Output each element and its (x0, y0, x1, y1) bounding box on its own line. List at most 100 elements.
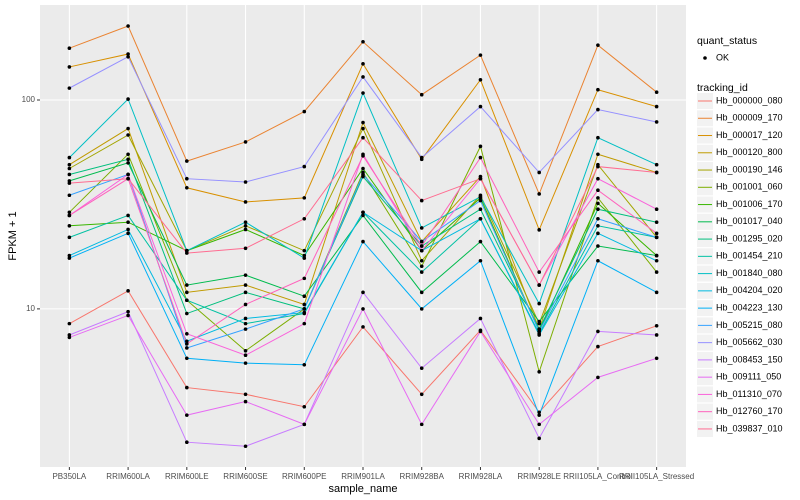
data-point (654, 170, 659, 175)
data-point (654, 333, 659, 337)
data-point (67, 253, 72, 258)
data-point (126, 172, 130, 177)
data-point (654, 104, 659, 109)
data-point (596, 188, 600, 193)
data-point (67, 155, 72, 160)
legend-label: Hb_004204_020 (716, 285, 783, 295)
data-point (185, 159, 189, 163)
data-point (302, 310, 307, 315)
data-point (654, 162, 659, 167)
data-point (537, 422, 541, 427)
x-tick-label: RRII105LA_Stressed (619, 472, 694, 481)
data-point (243, 180, 248, 184)
data-point (67, 181, 72, 185)
data-point (185, 342, 189, 346)
data-point (302, 248, 307, 253)
data-point (654, 258, 659, 263)
legend-title: tracking_id (697, 82, 748, 94)
data-point (361, 172, 365, 177)
data-point (478, 316, 483, 321)
data-point (478, 176, 483, 181)
data-point (596, 107, 600, 112)
data-point (302, 422, 307, 427)
data-point (185, 283, 189, 287)
data-point (126, 97, 130, 101)
data-point (537, 319, 541, 324)
data-point (126, 309, 130, 314)
data-point (302, 196, 307, 200)
legend-title: quant_status (697, 35, 757, 47)
legend-label: Hb_005215_080 (716, 320, 783, 330)
data-point (654, 253, 659, 258)
data-point (361, 39, 365, 44)
y-tick-label: 10 (26, 304, 35, 313)
data-point (126, 126, 130, 131)
data-point (419, 248, 424, 253)
legend-label: Hb_001295_020 (716, 233, 783, 243)
data-point (537, 270, 541, 274)
data-point (302, 109, 307, 114)
data-point (126, 213, 130, 218)
data-point (654, 220, 659, 225)
x-axis-title: sample_name (328, 483, 397, 495)
data-point (654, 323, 659, 328)
data-point (243, 223, 248, 228)
x-tick-label: RRIM600SE (223, 472, 267, 481)
data-point (361, 290, 365, 295)
data-point (243, 290, 248, 295)
data-point (67, 65, 72, 69)
data-point (67, 46, 72, 51)
legend-label: Hb_039837_010 (716, 423, 783, 433)
x-tick-label: RRIM600LA (106, 472, 150, 481)
data-point (67, 321, 72, 326)
data-point (654, 270, 659, 274)
data-point (185, 290, 189, 295)
data-point (243, 444, 248, 449)
data-point (361, 154, 365, 158)
x-tick-label: RRIM928LE (517, 472, 561, 481)
data-point (302, 302, 307, 307)
data-point (67, 162, 72, 167)
data-point (419, 258, 424, 263)
data-point (67, 166, 72, 171)
legend-label: OK (716, 52, 729, 62)
data-point (478, 77, 483, 82)
data-point (243, 349, 248, 353)
data-point (419, 198, 424, 203)
legend-label: Hb_000120_800 (716, 147, 783, 157)
legend-label: Hb_001001_060 (716, 182, 783, 192)
x-tick-label: RRIM901LA (341, 472, 385, 481)
data-point (302, 253, 307, 258)
data-point (126, 157, 130, 162)
data-point (302, 294, 307, 299)
legend-label: Hb_001006_170 (716, 199, 783, 209)
data-point (302, 164, 307, 169)
data-point (419, 239, 424, 244)
data-point (361, 120, 365, 125)
data-point (478, 198, 483, 203)
data-point (302, 276, 307, 281)
legend-label: Hb_012760_170 (716, 406, 783, 416)
data-point (654, 290, 659, 295)
legend-label: Hb_008453_150 (716, 354, 783, 364)
data-point (419, 264, 424, 269)
data-point (302, 307, 307, 311)
data-point (67, 335, 72, 340)
data-point (185, 176, 189, 181)
data-point (537, 413, 541, 417)
data-point (596, 216, 600, 221)
data-point (596, 152, 600, 157)
data-point (537, 301, 541, 306)
x-tick-label: RRII105LA_Control (563, 472, 633, 481)
data-point (654, 235, 659, 240)
data-point (419, 307, 424, 311)
data-point (596, 87, 600, 92)
data-point (596, 344, 600, 349)
legend-label: Hb_005662_030 (716, 337, 783, 347)
data-point (478, 207, 483, 212)
x-tick-label: RRIM600PE (282, 472, 326, 481)
data-point (243, 316, 248, 321)
data-point (537, 410, 541, 415)
data-point (243, 283, 248, 287)
